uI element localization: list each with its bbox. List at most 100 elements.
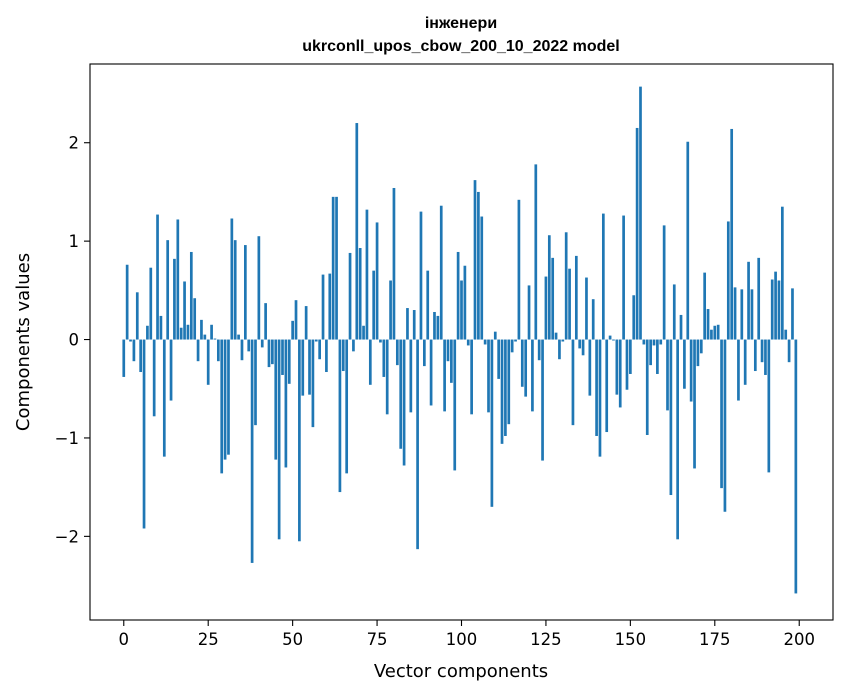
bar bbox=[784, 329, 788, 340]
bar bbox=[632, 295, 636, 340]
bar bbox=[365, 209, 369, 340]
bar bbox=[483, 339, 487, 345]
bar bbox=[595, 339, 598, 436]
bar bbox=[156, 214, 159, 340]
bar bbox=[142, 339, 146, 529]
bar bbox=[696, 339, 700, 367]
bar bbox=[169, 339, 173, 401]
bar bbox=[730, 128, 734, 340]
x-axis-label: Vector components bbox=[374, 661, 548, 682]
bar bbox=[129, 339, 132, 342]
bar bbox=[173, 258, 176, 340]
bar bbox=[149, 267, 153, 340]
x-tick-label: 50 bbox=[282, 630, 303, 649]
bar bbox=[652, 339, 656, 346]
bar bbox=[311, 339, 315, 428]
bar bbox=[764, 339, 767, 375]
bar bbox=[223, 339, 227, 460]
bar bbox=[588, 339, 592, 396]
bar bbox=[271, 339, 274, 365]
x-tick-label: 150 bbox=[615, 630, 647, 649]
bar bbox=[419, 211, 423, 340]
bar bbox=[247, 339, 251, 352]
bar bbox=[794, 339, 798, 594]
bar bbox=[524, 339, 528, 397]
bar bbox=[304, 306, 308, 340]
bar bbox=[480, 216, 484, 340]
bar bbox=[196, 339, 200, 362]
bar bbox=[706, 309, 710, 340]
bar bbox=[767, 339, 771, 473]
chart-subtitle: ukrconll_upos_cbow_200_10_2022 model bbox=[302, 38, 619, 55]
bar bbox=[341, 339, 345, 372]
bar bbox=[649, 339, 652, 366]
bar bbox=[189, 251, 193, 340]
bar bbox=[463, 265, 467, 340]
bar bbox=[537, 339, 541, 361]
bar bbox=[601, 213, 605, 340]
y-tick-label: 0 bbox=[69, 331, 80, 350]
bar bbox=[507, 339, 511, 425]
y-axis-ticks: −2 −1 0 1 2 bbox=[55, 134, 90, 546]
bar bbox=[679, 314, 683, 340]
bar bbox=[200, 319, 203, 340]
bar bbox=[287, 339, 291, 384]
bar bbox=[753, 339, 757, 372]
bar bbox=[426, 270, 430, 340]
bar bbox=[493, 331, 497, 340]
bar bbox=[139, 339, 143, 373]
bar bbox=[162, 339, 166, 457]
bar bbox=[179, 327, 183, 340]
plot-frame bbox=[89, 63, 834, 621]
bar bbox=[132, 339, 136, 362]
bar bbox=[466, 339, 470, 346]
y-tick-label: 2 bbox=[69, 134, 80, 153]
bar bbox=[183, 281, 186, 340]
bar bbox=[608, 335, 612, 340]
bar bbox=[301, 339, 305, 396]
bar bbox=[558, 339, 561, 360]
bar bbox=[510, 339, 514, 353]
bar bbox=[423, 339, 426, 367]
bar bbox=[520, 339, 524, 387]
bar bbox=[716, 324, 720, 340]
bar bbox=[284, 339, 288, 468]
bar bbox=[331, 196, 335, 340]
bar bbox=[551, 257, 555, 340]
bar bbox=[770, 279, 774, 340]
bar bbox=[429, 339, 433, 406]
bar bbox=[348, 252, 352, 340]
bar bbox=[450, 339, 453, 383]
bar bbox=[639, 86, 642, 340]
bar bbox=[254, 339, 257, 426]
bar bbox=[662, 225, 666, 340]
bar bbox=[669, 339, 673, 496]
bar bbox=[625, 339, 629, 390]
bar bbox=[382, 339, 386, 377]
bar bbox=[338, 339, 342, 493]
bar bbox=[720, 339, 723, 489]
bar bbox=[392, 187, 396, 340]
bar bbox=[375, 222, 379, 340]
bar bbox=[487, 339, 490, 413]
bar bbox=[345, 339, 349, 474]
x-tick-label: 175 bbox=[699, 630, 731, 649]
bar bbox=[159, 315, 163, 340]
bar bbox=[527, 285, 531, 340]
x-tick-label: 100 bbox=[446, 630, 478, 649]
bar bbox=[260, 339, 264, 348]
bar bbox=[453, 339, 457, 471]
bar bbox=[541, 339, 544, 461]
bar bbox=[693, 339, 696, 469]
x-tick-label: 125 bbox=[530, 630, 562, 649]
bar bbox=[240, 339, 244, 361]
bar bbox=[622, 215, 625, 340]
bar bbox=[227, 339, 230, 455]
bar bbox=[264, 303, 267, 340]
bar bbox=[379, 339, 382, 343]
bar bbox=[146, 325, 149, 340]
bar bbox=[294, 300, 298, 340]
bar bbox=[237, 334, 240, 340]
bar bbox=[777, 280, 781, 340]
